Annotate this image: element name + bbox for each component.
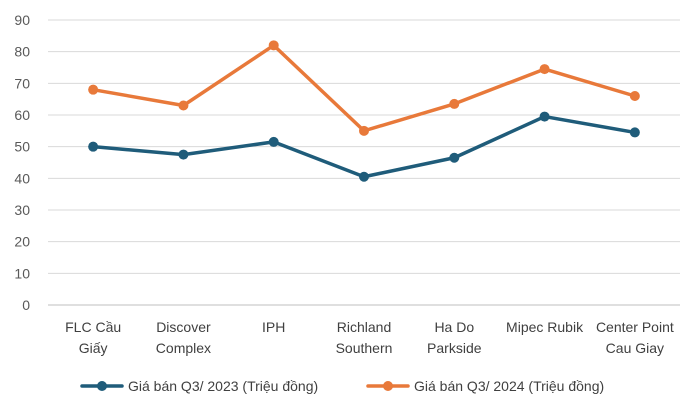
y-tick-label: 60 (14, 107, 30, 123)
x-category-label-line: Ha Do (434, 319, 474, 335)
x-category-label-line: Giấy (79, 340, 108, 356)
x-category-label: Center Point Cau Giay (596, 319, 674, 356)
gridlines (48, 19, 680, 306)
x-category-label: Ha Do Parkside (427, 319, 482, 356)
y-axis-ticks: 0 10 20 30 40 50 60 70 80 90 (14, 12, 30, 313)
data-point (268, 40, 279, 51)
data-point (268, 136, 279, 147)
x-category-label-line: Southern (336, 340, 393, 356)
data-point (539, 64, 550, 75)
x-category-label-line: FLC Cầu (65, 319, 121, 335)
x-category-label: FLC Cầu Giấy (65, 319, 121, 356)
series-1 (88, 111, 640, 182)
legend-swatch-marker (383, 381, 393, 391)
x-category-label-line: Richland (337, 319, 391, 335)
y-tick-label: 30 (14, 202, 30, 218)
x-category-label-line: Center Point (596, 319, 674, 335)
x-category-label-line: Cau Giay (606, 340, 664, 356)
data-point (539, 111, 550, 122)
legend: Giá bán Q3/ 2023 (Triệu đồng) Giá bán Q3/… (80, 378, 604, 394)
x-category-label-line: Discover (156, 319, 211, 335)
legend-entry: Giá bán Q3/ 2023 (Triệu đồng) (80, 378, 318, 394)
x-category-label: Mipec Rubik (506, 319, 584, 335)
legend-swatch-marker (97, 381, 107, 391)
x-axis-categories: FLC Cầu Giấy Discover Complex IPH Richland Sou… (65, 319, 674, 356)
data-point (178, 149, 189, 160)
legend-label: Giá bán Q3/ 2024 (Triệu đồng) (414, 378, 604, 394)
y-tick-label: 0 (22, 297, 30, 313)
legend-label: Giá bán Q3/ 2023 (Triệu đồng) (128, 378, 318, 394)
data-point (449, 98, 460, 109)
data-point (88, 141, 99, 152)
data-point (359, 171, 369, 182)
series-2 (88, 40, 640, 136)
y-tick-label: 20 (14, 234, 30, 250)
data-point (449, 152, 460, 163)
y-tick-label: 40 (14, 170, 30, 186)
data-point (629, 91, 640, 101)
x-category-label-line: Mipec Rubik (506, 319, 584, 335)
data-point (178, 100, 189, 111)
y-tick-label: 80 (14, 44, 30, 60)
y-tick-label: 70 (14, 75, 30, 91)
x-category-label-line: IPH (262, 319, 285, 335)
y-tick-label: 50 (14, 139, 30, 155)
data-point (359, 125, 369, 136)
x-category-label: Richland Southern (336, 319, 393, 356)
x-category-label-line: Parkside (427, 340, 482, 356)
x-category-label-line: Complex (156, 340, 211, 356)
x-category-label: Discover Complex (156, 319, 211, 356)
x-category-label: IPH (262, 319, 285, 335)
data-point (629, 127, 640, 138)
y-tick-label: 90 (14, 12, 30, 28)
series-lines (88, 40, 640, 182)
data-point (88, 84, 99, 95)
y-tick-label: 10 (14, 265, 30, 281)
legend-entry: Giá bán Q3/ 2024 (Triệu đồng) (366, 378, 604, 394)
